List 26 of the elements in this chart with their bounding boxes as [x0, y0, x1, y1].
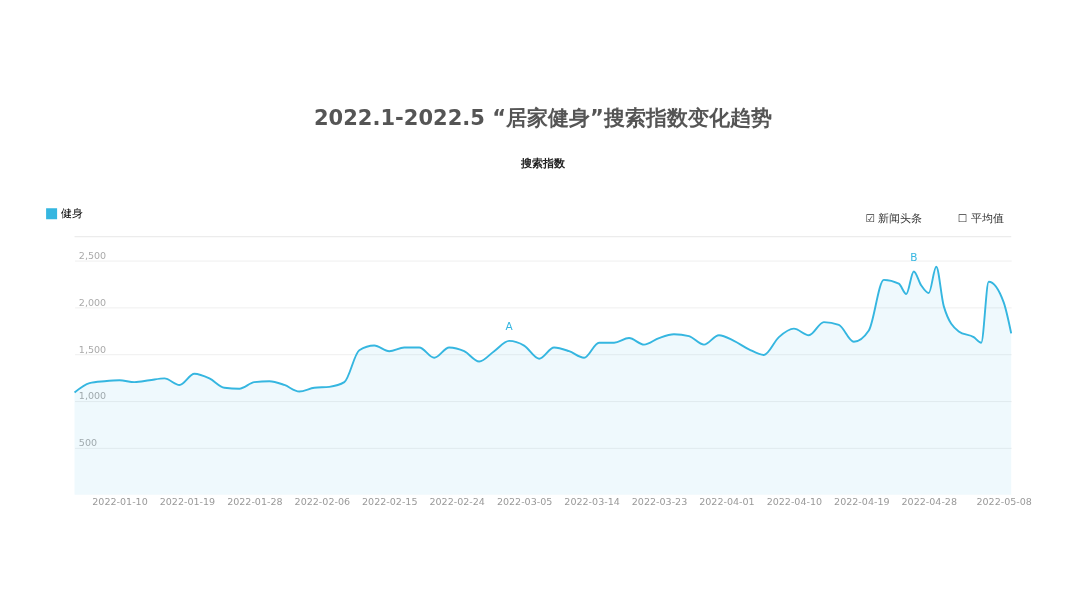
- y-tick-label: 500: [78, 437, 98, 449]
- annotation: A: [505, 320, 514, 333]
- x-tick-label: 2022-04-28: [901, 495, 957, 507]
- x-tick-label: 2022-01-10: [92, 495, 148, 507]
- text: ☐ 平均值: [957, 212, 1004, 225]
- y-tick-label: 1,000: [78, 390, 107, 402]
- x-tick-label: 2022-05-08: [976, 495, 1032, 507]
- annotation: B: [910, 250, 918, 263]
- x-tick-label: 2022-04-19: [834, 495, 890, 507]
- y-tick-label: 2,500: [78, 249, 107, 261]
- x-tick-label: 2022-02-24: [429, 495, 485, 507]
- x-tick-label: 2022-03-23: [631, 495, 688, 507]
- x-tick-label: 2022-03-05: [496, 495, 553, 507]
- x-tick-label: 2022-03-14: [564, 495, 620, 507]
- x-tick-label: 2022-01-19: [159, 495, 216, 507]
- x-tick-label: 2022-02-06: [294, 495, 351, 507]
- x-tick-label: 2022-04-10: [766, 495, 823, 507]
- y-tick-label: 1,500: [78, 343, 107, 355]
- y-tick-label: 2,000: [78, 296, 107, 308]
- text: ☑ 新闻头条: [865, 212, 923, 225]
- chart-subtitle: 搜索指数: [519, 155, 566, 170]
- x-tick-label: 2022-04-01: [699, 495, 755, 507]
- legend-label: 健身: [61, 206, 84, 219]
- x-tick-label: 2022-02-15: [361, 495, 418, 507]
- chart-title: 2022.1-2022.5 “居家健身”搜索指数变化趋势: [313, 104, 772, 130]
- x-tick-label: 2022-01-28: [227, 495, 283, 507]
